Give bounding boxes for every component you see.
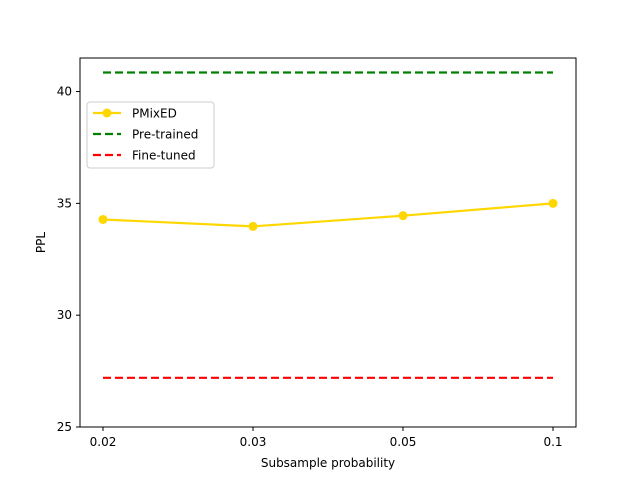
- x-tick-label: 0.1: [543, 435, 562, 449]
- plot-lines: [98, 71, 558, 379]
- axes-frame: [79, 57, 577, 428]
- y-axis-label: PPL: [34, 232, 48, 253]
- x-tick-label: 0.02: [90, 435, 117, 449]
- x-tick-label: 0.05: [390, 435, 417, 449]
- legend-label: Pre-trained: [132, 128, 198, 142]
- y-tick-label: 30: [57, 308, 72, 322]
- legend-label: PMixED: [132, 107, 177, 121]
- x-axis-label: Subsample probability: [261, 456, 395, 470]
- y-tick-label: 35: [57, 196, 72, 210]
- data-point: [398, 211, 408, 221]
- legend: PMixED Pre-trained Fine-tuned: [86, 101, 215, 169]
- x-tick-label: 0.03: [240, 435, 267, 449]
- data-point: [98, 214, 108, 224]
- legend-marker: [102, 108, 112, 118]
- series-line-pmixed: [102, 202, 554, 228]
- y-tick-label: 40: [57, 85, 72, 99]
- y-tick-label: 25: [57, 420, 72, 434]
- legend-box: [86, 101, 215, 169]
- legend-label: Fine-tuned: [132, 149, 196, 163]
- data-point: [248, 221, 258, 231]
- y-axis: 25 30 35 40: [57, 85, 80, 434]
- data-point: [548, 198, 558, 208]
- x-axis: 0.02 0.03 0.05 0.1: [90, 427, 563, 449]
